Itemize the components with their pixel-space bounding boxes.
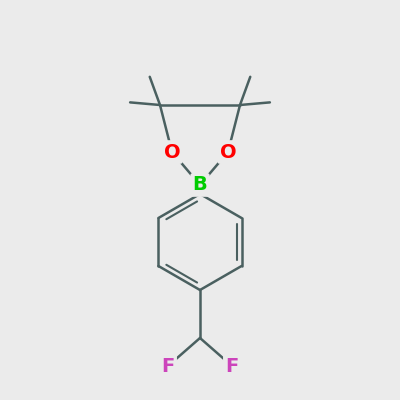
Text: B: B [193,176,207,194]
Text: F: F [161,356,175,376]
Text: F: F [225,356,239,376]
Text: O: O [220,142,236,162]
Text: O: O [164,142,180,162]
